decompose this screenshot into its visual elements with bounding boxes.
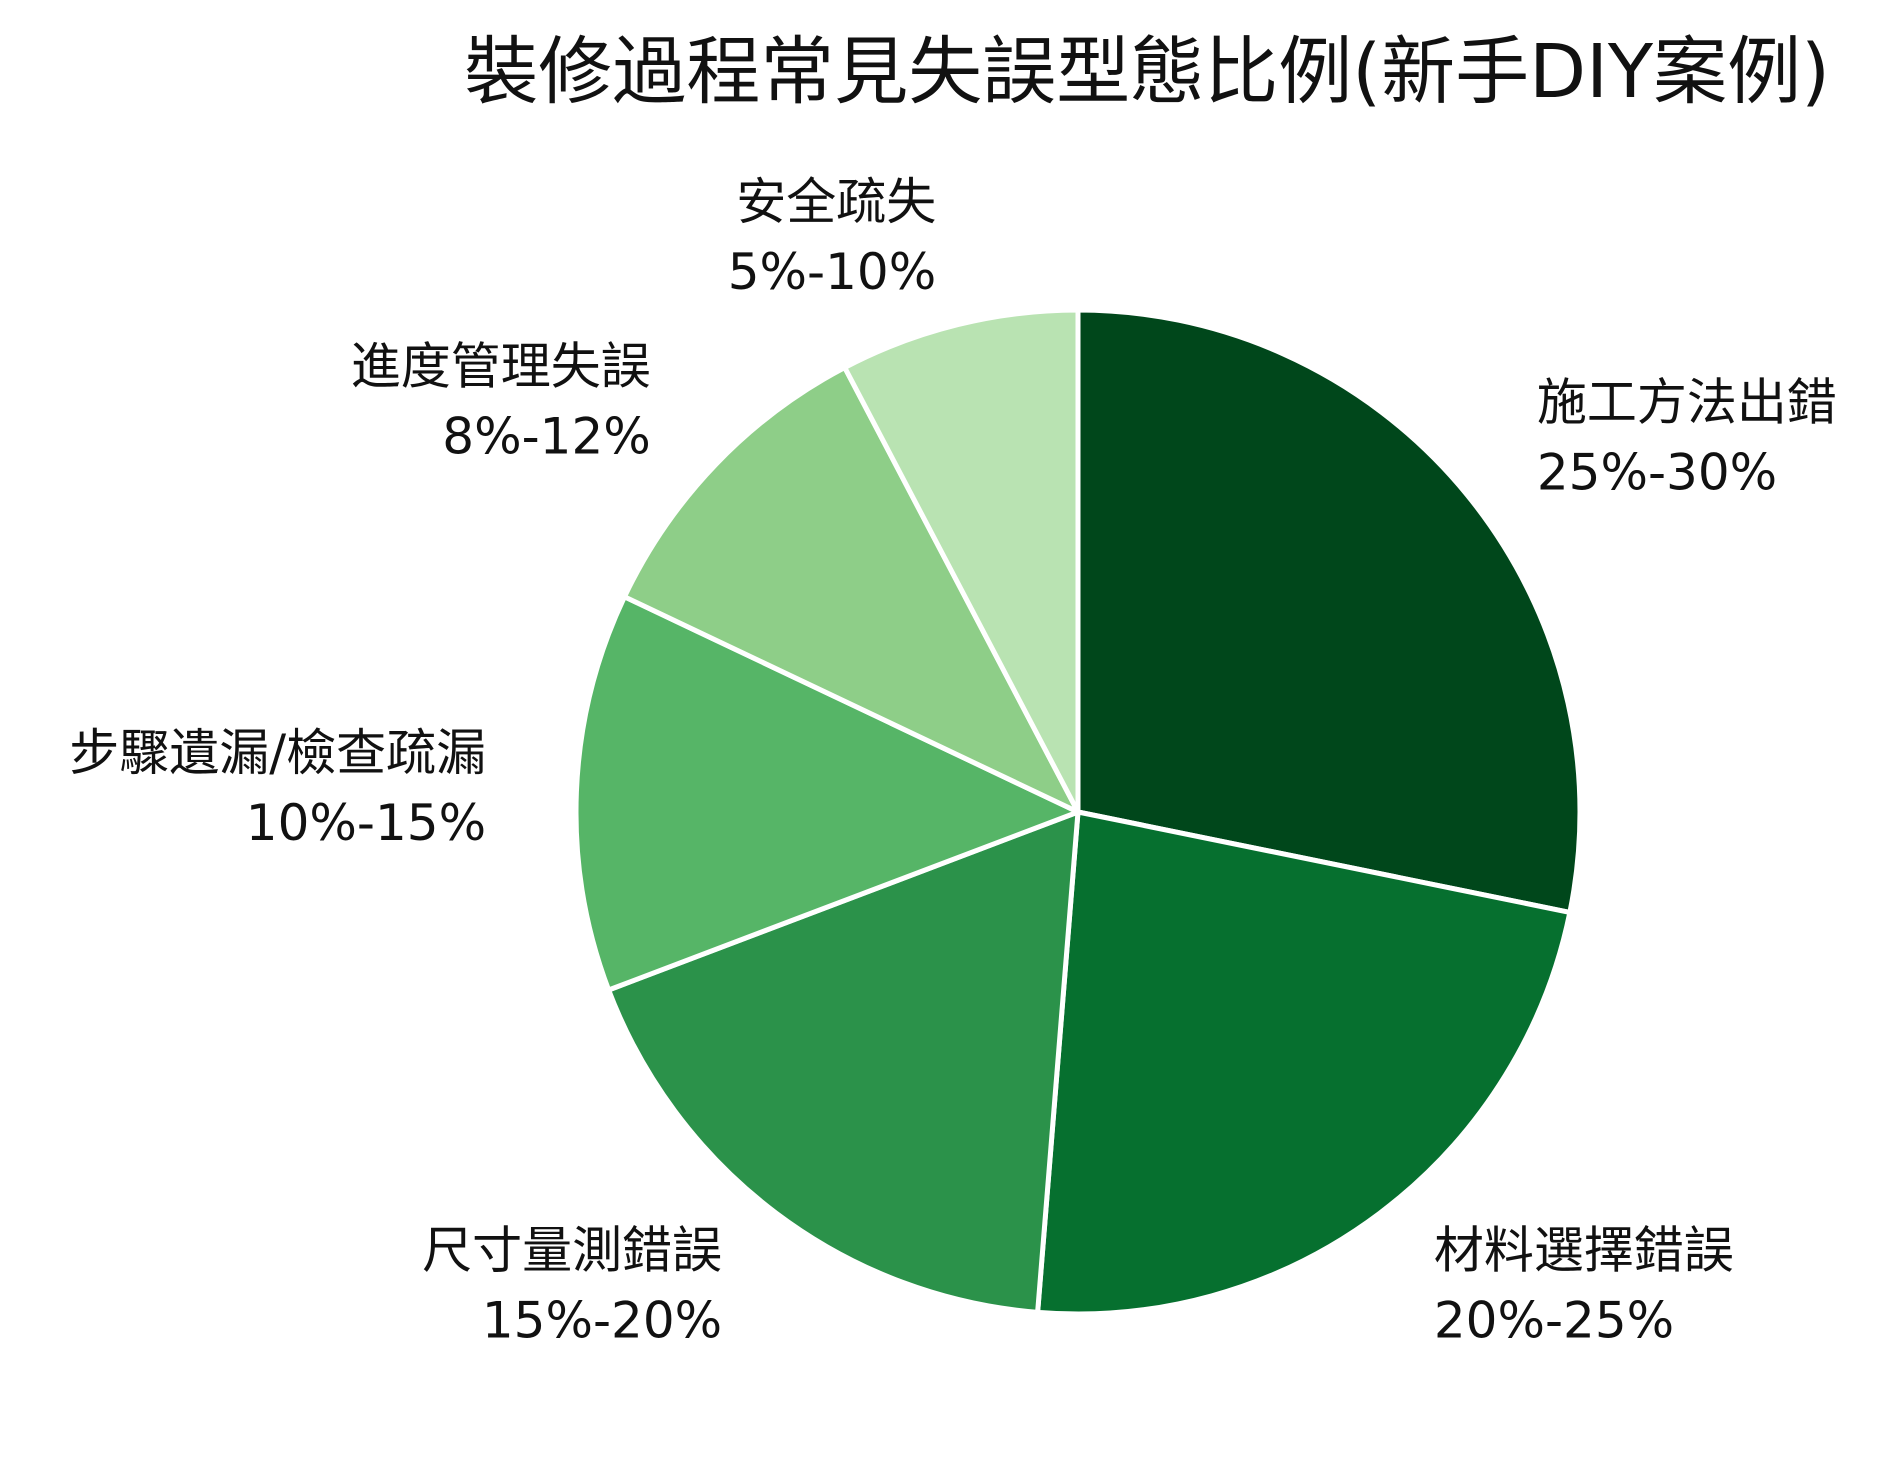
slice-label-name: 施工方法出錯 bbox=[1537, 373, 1837, 431]
pie-slices bbox=[573, 307, 1583, 1317]
slice-label-name: 安全疏失 bbox=[736, 173, 936, 231]
slice-label-name: 步驟遺漏/檢查疏漏 bbox=[69, 724, 486, 782]
pie-slice bbox=[842, 307, 1081, 815]
slice-label-name: 材料選擇錯誤 bbox=[1434, 1222, 1734, 1280]
slice-label-range: 10%-15% bbox=[246, 794, 486, 852]
slice-labels: 施工方法出錯 25%-30% 材料選擇錯誤 20%-25% 尺寸量測錯誤 15%-20% 步… bbox=[69, 173, 1837, 1350]
chart-title: 裝修過程常見失誤型態比例(新手DIY案例) bbox=[464, 29, 1830, 115]
pie-slice bbox=[573, 594, 1081, 993]
slice-label-range: 20%-25% bbox=[1434, 1292, 1674, 1350]
pie-slice bbox=[1035, 809, 1573, 1317]
slice-label-range: 8%-12% bbox=[442, 408, 651, 466]
slice-label-range: 25%-30% bbox=[1537, 443, 1777, 501]
slice-label-range: 5%-10% bbox=[728, 243, 937, 301]
pie-slice bbox=[1075, 307, 1583, 915]
slice-label-range: 15%-20% bbox=[482, 1292, 722, 1350]
slice-label-name: 尺寸量測錯誤 bbox=[422, 1222, 722, 1280]
pie-slice bbox=[606, 809, 1081, 1315]
slice-label-name: 進度管理失誤 bbox=[351, 338, 651, 396]
pie-slice bbox=[621, 365, 1081, 815]
